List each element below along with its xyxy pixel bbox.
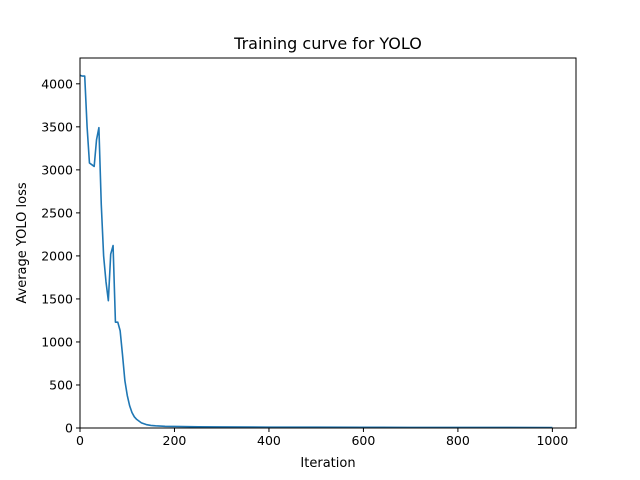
y-axis: 0 500 1000 1500 2000 2500 3000 3500 4000 (41, 76, 80, 436)
y-tick-label: 500 (49, 377, 73, 392)
x-tick-label: 200 (163, 433, 187, 448)
y-tick-label: 0 (65, 421, 73, 436)
series-layer (79, 74, 553, 429)
x-tick-label: 400 (257, 433, 281, 448)
y-tick-label: 1500 (41, 291, 73, 306)
series-line-0 (79, 74, 553, 429)
x-axis: 0 200 400 600 800 1000 (76, 428, 568, 448)
x-axis-label: Iteration (300, 456, 355, 471)
y-tick-label: 3500 (41, 119, 73, 134)
chart-title: Training curve for YOLO (233, 34, 422, 53)
x-tick-label: 1000 (536, 433, 568, 448)
y-tick-label: 4000 (41, 76, 73, 91)
y-tick-label: 3000 (41, 162, 73, 177)
y-tick-label: 2500 (41, 205, 73, 220)
y-tick-label: 2000 (41, 248, 73, 263)
x-tick-label: 600 (351, 433, 375, 448)
plot-frame (79, 57, 577, 429)
y-axis-label: Average YOLO loss (15, 182, 30, 303)
x-tick-label: 0 (76, 433, 84, 448)
plot-area (80, 58, 576, 428)
y-tick-label: 1000 (41, 334, 73, 349)
x-tick-label: 800 (446, 433, 470, 448)
